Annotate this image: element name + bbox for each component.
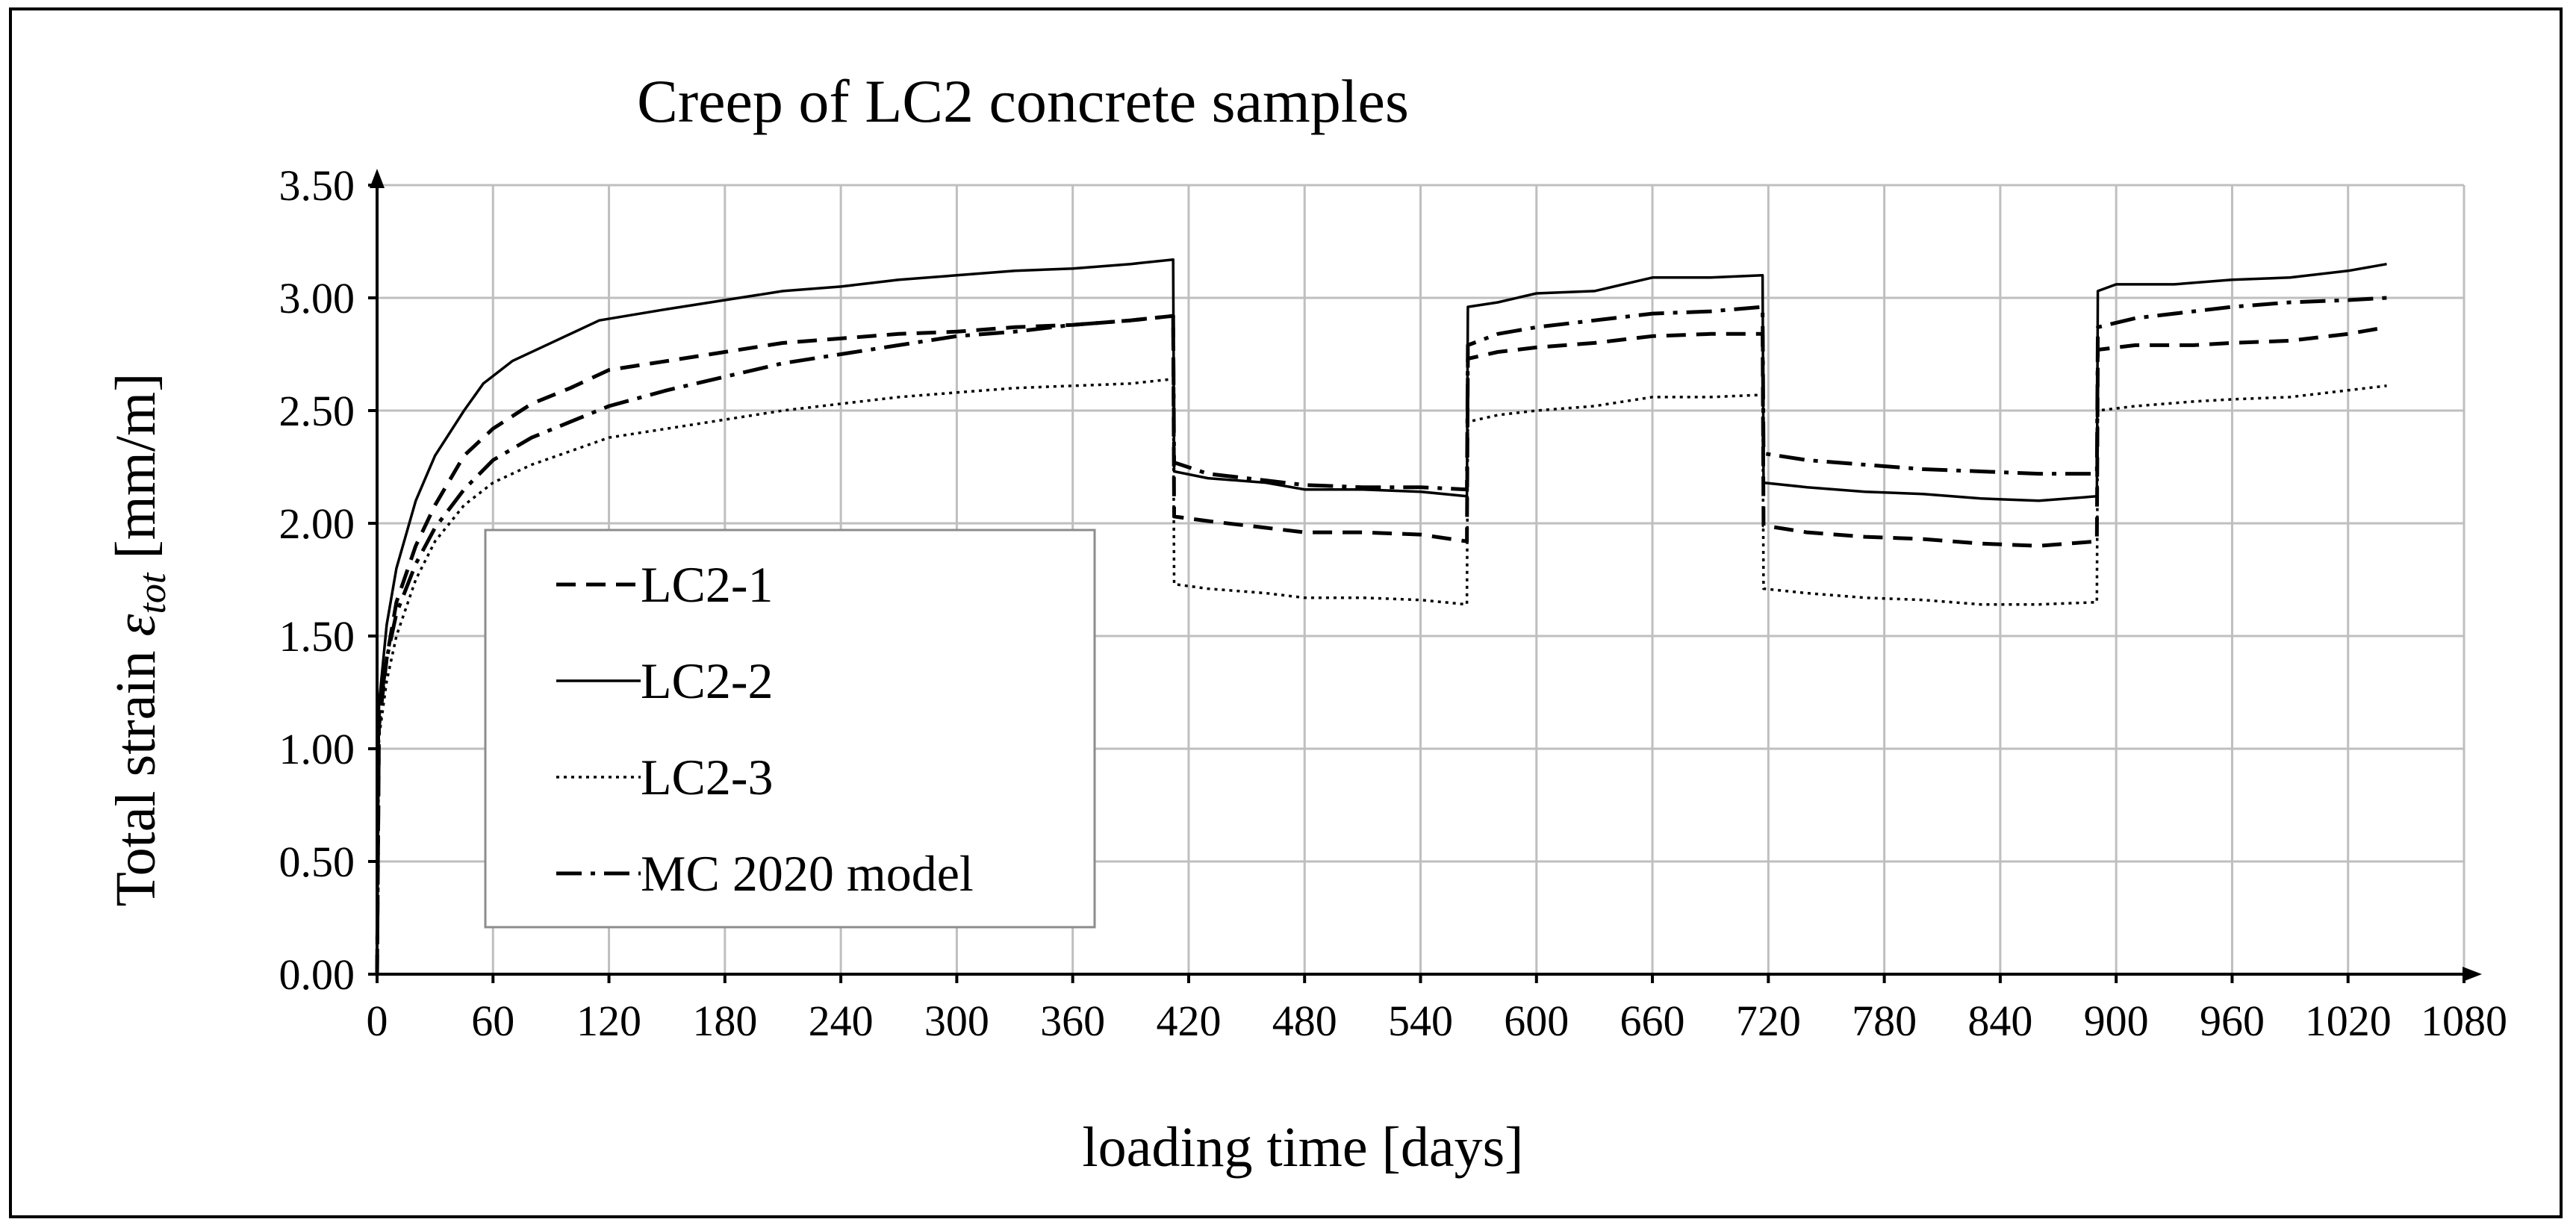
chart-frame bbox=[9, 7, 2563, 1218]
legend: LC2-1 LC2-2 LC2-3 MC 2020 model bbox=[484, 529, 1096, 929]
axes bbox=[368, 169, 2482, 983]
chart-title: Creep of LC2 concrete samples bbox=[637, 67, 1409, 135]
legend-label: LC2-2 bbox=[641, 652, 774, 709]
series-layer bbox=[375, 258, 2387, 975]
y-tick-label: 0.50 bbox=[279, 838, 355, 886]
x-tick-label: 900 bbox=[2084, 997, 2149, 1045]
legend-label: LC2-1 bbox=[641, 556, 774, 613]
x-tick-label: 60 bbox=[471, 997, 514, 1045]
y-tick-label: 2.50 bbox=[279, 387, 355, 435]
y-axis-title: Total strain εtot [mm/m] bbox=[105, 373, 174, 907]
x-axis-arrow bbox=[2463, 967, 2482, 982]
x-tick-label: 1080 bbox=[2421, 997, 2507, 1045]
x-tick-label: 660 bbox=[1620, 997, 1685, 1045]
x-tick-label: 0 bbox=[367, 997, 388, 1045]
y-axis-title-unit: [mm/m] bbox=[105, 373, 167, 573]
y-axis-title-subscript: tot bbox=[131, 572, 174, 614]
x-tick-label: 540 bbox=[1388, 997, 1453, 1045]
legend-box bbox=[484, 529, 1096, 929]
legend-label: LC2-3 bbox=[641, 749, 774, 805]
x-tick-label: 1020 bbox=[2305, 997, 2392, 1045]
y-tick-label: 0.00 bbox=[279, 950, 355, 999]
x-tick-label: 960 bbox=[2200, 997, 2265, 1045]
x-tick-label: 420 bbox=[1156, 997, 1221, 1045]
x-tick-label: 180 bbox=[692, 997, 757, 1045]
y-tick-label: 3.50 bbox=[279, 161, 355, 210]
y-tick-label: 3.00 bbox=[279, 274, 355, 322]
y-tick-label: 1.00 bbox=[279, 725, 355, 773]
x-axis-title: loading time [days] bbox=[1083, 1116, 1524, 1179]
x-tick-label: 240 bbox=[809, 997, 874, 1045]
x-tick-label: 480 bbox=[1272, 997, 1337, 1045]
y-tick-labels: 0.00 0.50 1.00 1.50 2.00 2.50 3.00 3.50 bbox=[279, 161, 355, 999]
series-line-lc2-3 bbox=[376, 377, 2387, 975]
x-tick-label: 780 bbox=[1852, 997, 1917, 1045]
y-tick-label: 2.00 bbox=[279, 499, 355, 548]
x-tick-label: 300 bbox=[924, 997, 989, 1045]
y-axis-title-main: Total strain bbox=[105, 637, 167, 907]
x-tick-label: 360 bbox=[1040, 997, 1105, 1045]
x-tick-label: 720 bbox=[1736, 997, 1801, 1045]
series-line-lc2-2 bbox=[376, 258, 2387, 975]
legend-label: MC 2020 model bbox=[641, 845, 974, 902]
x-tick-label: 840 bbox=[1967, 997, 2032, 1045]
series-line-mc-2020-model bbox=[375, 296, 2387, 975]
x-tick-label: 120 bbox=[576, 997, 641, 1045]
y-axis-title-symbol: ε bbox=[105, 614, 167, 637]
x-tick-labels: 0 60 120 180 240 300 360 420 480 540 600 660 720 780 8… bbox=[367, 997, 2508, 1045]
x-tick-label: 600 bbox=[1504, 997, 1569, 1045]
y-axis-arrow bbox=[370, 169, 385, 188]
y-tick-label: 1.50 bbox=[279, 612, 355, 661]
